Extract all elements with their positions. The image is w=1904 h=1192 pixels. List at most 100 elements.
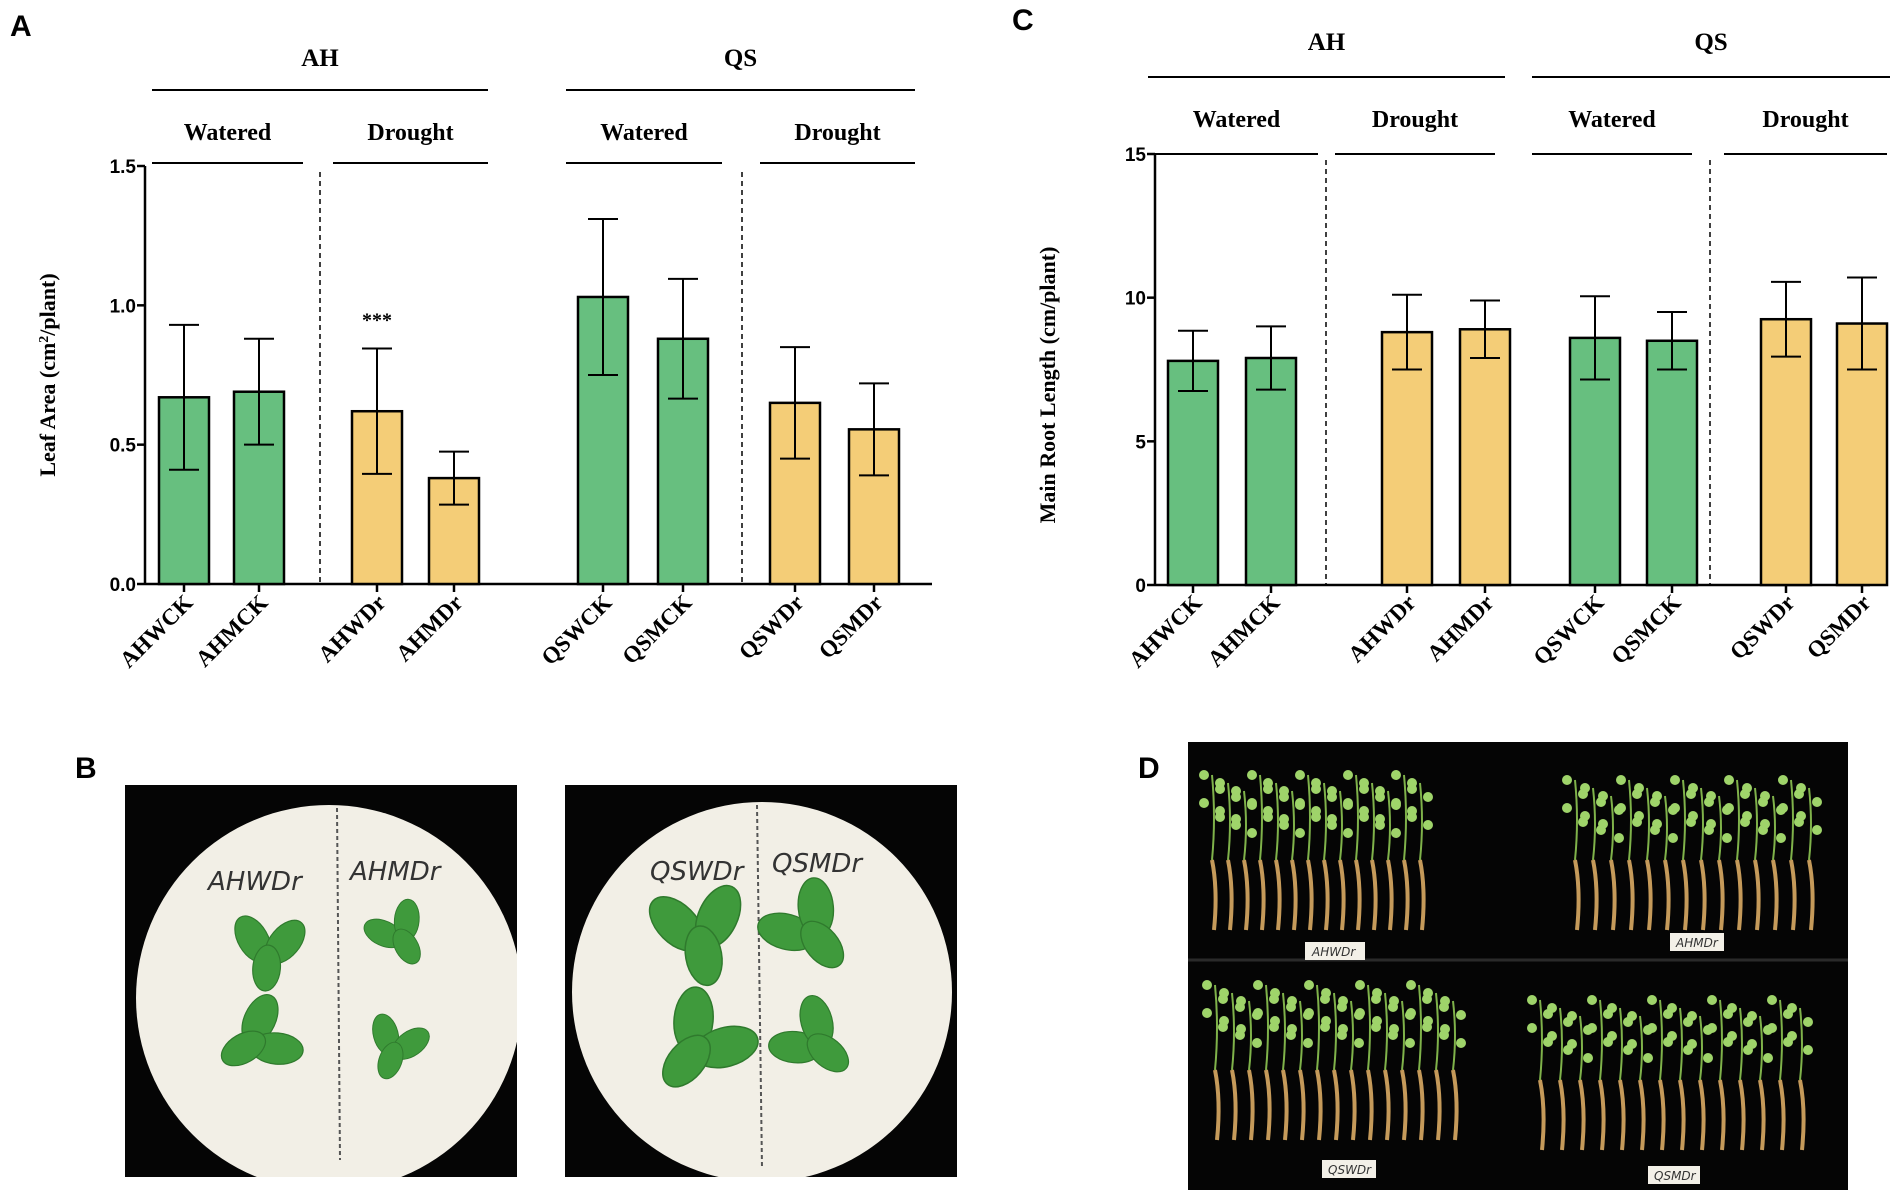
seedling-qswdr-4-leaf-0 — [1270, 988, 1280, 998]
seedling-qswdr-14-leaf-3 — [1456, 1038, 1466, 1048]
seedling-ahwdr-13-stem — [1419, 782, 1423, 861]
seedling-qsmdr-1-root — [1558, 1079, 1566, 1151]
chart-c-subgroup-label-1-1: Drought — [1762, 107, 1848, 133]
seedling-ahmdr-13-stem — [1808, 787, 1812, 861]
chart-c-y-tick-label-0: 0 — [1135, 576, 1146, 597]
seedling-qswdr-10 — [1372, 988, 1398, 1141]
seedling-ahwdr-8-root — [1338, 859, 1346, 931]
seedling-ahmdr-9-root — [1735, 859, 1743, 931]
seedling-qswdr-11-root — [1400, 1069, 1408, 1141]
chart-a-category-label-4: QSWCK — [536, 590, 616, 670]
seedling-ahwdr-4-leaf-0 — [1263, 778, 1273, 788]
seedling-ahmdr-13-leaf-3 — [1812, 825, 1822, 835]
seedling-ahwdr-8-stem — [1339, 790, 1343, 861]
seedling-ahwdr-9-root — [1354, 859, 1362, 931]
seedling-ahwdr-5-leaf-2 — [1279, 814, 1289, 824]
seedling-qsmdr-5-leaf-2 — [1627, 1039, 1637, 1049]
seedling-qswdr-9-root — [1366, 1069, 1374, 1141]
seedling-ahwdr-3-stem — [1259, 774, 1263, 861]
tag-qswdr — [1322, 1160, 1376, 1178]
seedling-ahmdr-7-stem — [1700, 787, 1704, 861]
seedling-qswdr-7-leaf-2 — [1321, 1016, 1331, 1026]
seedling-qsmdr-13-leaf-1 — [1803, 1017, 1813, 1027]
chart-a-category-label-2: AHWDr — [313, 590, 390, 667]
chart-a-y-tick-label-3: 1.5 — [110, 157, 137, 178]
seedling-qswdr-1-root — [1230, 1069, 1238, 1141]
chart-c-bar-ahmdr — [1458, 328, 1512, 587]
seedling-qsmdr-9-stem — [1719, 999, 1723, 1081]
seedling-qswdr-3-leaf-0 — [1253, 980, 1263, 990]
seedling-ahwdr-1 — [1215, 778, 1241, 931]
panel-letter-c: C — [1012, 4, 1034, 37]
seedling-qswdr-12-leaf-0 — [1406, 980, 1416, 990]
panel-letter-a: A — [10, 10, 32, 43]
seedling-ahwdr-1-leaf-2 — [1215, 806, 1225, 816]
seedling-ahmdr-10-leaf-2 — [1742, 811, 1752, 821]
seedling-qsmdr-8-stem — [1699, 1015, 1703, 1081]
seedling-qswdr-6-leaf-0 — [1304, 980, 1314, 990]
seedling-ahmdr-11-leaf-0 — [1760, 791, 1770, 801]
photo-d-seedlings: AHWDr AHMDr QSWDr QSMDr — [1188, 742, 1848, 1190]
chart-c-category-label-1: AHMCK — [1203, 590, 1285, 672]
seedling-ahwdr-1-stem — [1227, 782, 1231, 861]
seedling-ahmdr-8-leaf-3 — [1722, 833, 1732, 843]
seedling-ahwdr-10-root — [1370, 859, 1378, 931]
chart-c-category-label-2: AHWDr — [1343, 590, 1420, 667]
seedling-qswdr-12-root — [1417, 1069, 1425, 1141]
seedling-qsmdr-7-root — [1678, 1079, 1686, 1151]
seedling-ahmdr-8-leaf-2 — [1706, 819, 1716, 829]
seedling-qswdr-5-stem — [1299, 1000, 1303, 1071]
seedling-qsmdr-13-stem — [1799, 1007, 1803, 1081]
seedling-ahmdr-4-root — [1645, 859, 1653, 931]
seedling-qsmdr-3-leaf-2 — [1587, 1023, 1597, 1033]
leaves-right-dish — [648, 877, 850, 1088]
seedling-ahmdr-2-stem — [1610, 795, 1614, 861]
chart-a-leaf-area: AH Watered Drought QS Watered Drought 0.0 0.5 1.… — [35, 45, 932, 673]
leaf-ahmdr-top — [363, 898, 421, 965]
seedling-qsmdr-13-leaf-2 — [1787, 1031, 1797, 1041]
seedling-ahmdr-4-leaf-0 — [1634, 783, 1644, 793]
seedling-ahwdr-4-root — [1274, 859, 1282, 931]
seedling-ahwdr-11-stem — [1387, 790, 1391, 861]
seedling-qswdr-10-root — [1383, 1069, 1391, 1141]
dish-label-qswdr: QSWDr — [650, 857, 746, 887]
seedling-qswdr-9-leaf-2 — [1355, 1008, 1365, 1018]
seedling-qsmdr-4-root — [1618, 1079, 1626, 1151]
chart-a-group-label-1: QS — [724, 45, 757, 72]
tag-qswdr-text: QSWDr — [1328, 1163, 1372, 1177]
seedling-ahmdr-6-stem — [1682, 779, 1686, 861]
seedling-qswdr-4-root — [1281, 1069, 1289, 1141]
tag-ahwdr-text: AHWDr — [1311, 945, 1356, 959]
seedling-ahwdr-0-leaf-2 — [1199, 798, 1209, 808]
seedling-ahwdr-7-root — [1322, 859, 1330, 931]
seedling-qsmdr-11-leaf-0 — [1747, 1011, 1757, 1021]
leaf-qsmdr-bottom-leaflet-3 — [806, 1033, 850, 1073]
seedling-ahmdr-6-leaf-2 — [1670, 803, 1680, 813]
seedling-ahmdr-3-leaf-0 — [1616, 775, 1626, 785]
seedling-qsmdr-7 — [1667, 1003, 1693, 1151]
chart-c-bar-ahwdr — [1380, 330, 1434, 587]
seedling-ahwdr-11-root — [1386, 859, 1394, 931]
seedling-qsmdr-2-leaf-3 — [1583, 1053, 1593, 1063]
seedling-qswdr-8-leaf-0 — [1338, 996, 1348, 1006]
seedling-qswdr-5-leaf-0 — [1287, 996, 1297, 1006]
leaf-qswdr-top-leaflet-3 — [684, 925, 723, 987]
chart-a-y-tick-label-1: 0.5 — [110, 436, 137, 457]
seedling-ahmdr-7 — [1688, 783, 1714, 931]
seedling-qsmdr-11-root — [1758, 1079, 1766, 1151]
leaf-ahmdr-bottom-leaflet-3 — [377, 1041, 404, 1080]
seedling-ahmdr-2-leaf-2 — [1598, 819, 1608, 829]
seedling-qswdr-2-leaf-2 — [1236, 1024, 1246, 1034]
seedling-qswdr-8-stem — [1350, 1000, 1354, 1071]
chart-c-subgroup-label-0-0: Watered — [1193, 107, 1281, 133]
seedling-ahmdr-7-root — [1699, 859, 1707, 931]
seedling-ahwdr-13-leaf-2 — [1407, 806, 1417, 816]
seedling-ahmdr-5-leaf-2 — [1652, 819, 1662, 829]
seedling-qswdr-4-leaf-2 — [1270, 1016, 1280, 1026]
seedling-qsmdr-1-leaf-0 — [1547, 1003, 1557, 1013]
seedling-qswdr-2 — [1236, 996, 1262, 1141]
seedling-ahmdr-11-leaf-3 — [1776, 833, 1786, 843]
seedling-ahwdr-4 — [1263, 778, 1289, 931]
seedling-ahmdr-5-leaf-3 — [1668, 833, 1678, 843]
seedling-qsmdr-4-leaf-0 — [1607, 1003, 1617, 1013]
